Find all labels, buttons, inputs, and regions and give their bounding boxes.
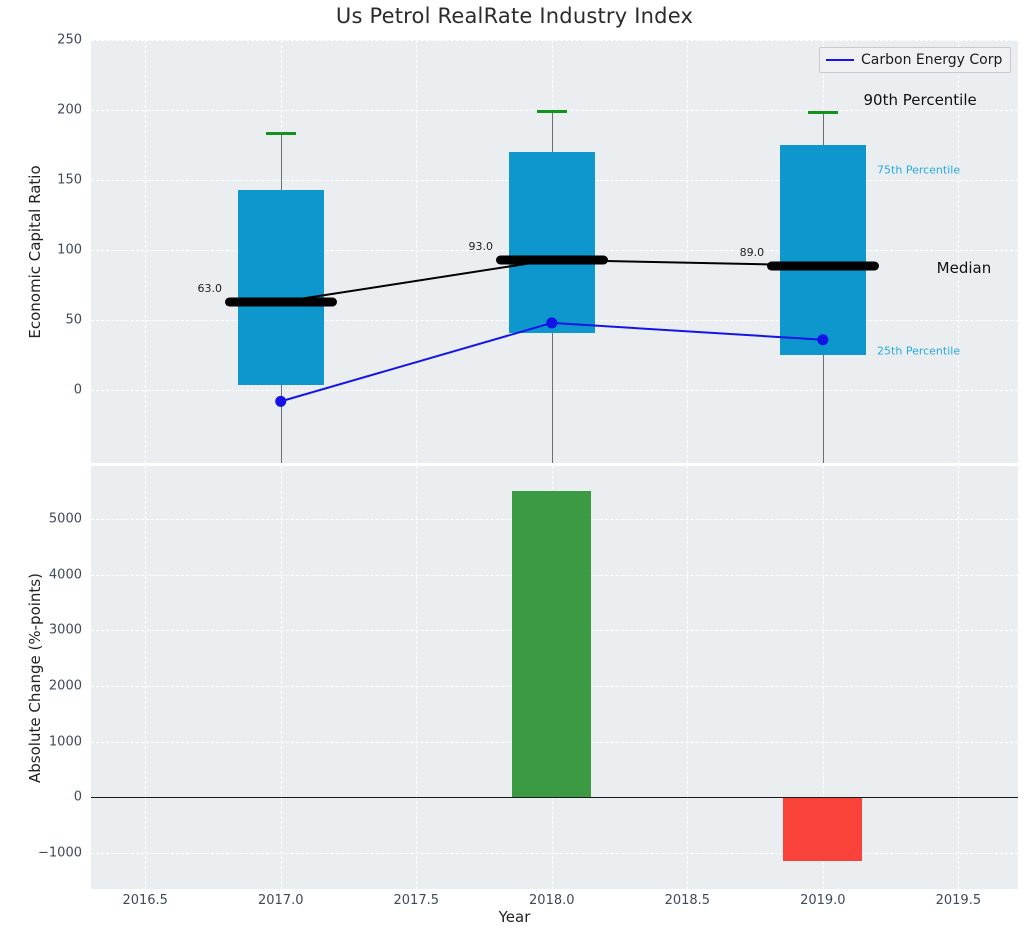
legend-label-carbon-energy-corp: Carbon Energy Corp [861,52,1003,68]
bar-2018[interactable] [512,491,592,798]
median-value-label: 89.0 [739,245,765,259]
chart-title: Us Petrol RealRate Industry Index [335,4,694,28]
series-line-carbon-energy-corp[interactable] [280,321,823,403]
gridline-vertical [687,40,689,463]
median-trend-line [280,258,823,303]
box-iqr [779,145,866,356]
gridline-vertical [416,466,418,889]
gridline-vertical [822,466,824,889]
y-tick-label-top: 100 [57,242,82,258]
annotation-90th-percentile: 90th Percentile [863,91,977,110]
y-tick-label-bottom: 1000 [48,734,82,749]
box-iqr [237,189,324,385]
gridline-vertical [416,40,418,463]
gridline-vertical [145,466,147,889]
x-axis-label: Year [498,908,531,926]
gridline-vertical [145,40,147,463]
series-marker[interactable] [275,395,287,407]
percentile-90-cap [536,110,567,114]
x-tick-label: 2017.5 [393,893,440,908]
gridline-vertical [958,466,960,889]
median-bar [224,297,337,307]
annotation-75th-percentile: 75th Percentile [877,163,961,177]
legend[interactable]: Carbon Energy Corp [819,47,1012,73]
series-marker[interactable] [546,317,558,329]
x-tick-label: 2016.5 [122,893,168,908]
gridline-horizontal [91,852,1018,854]
bar-2019[interactable] [783,797,863,862]
annotation-median: Median [936,259,992,278]
y-tick-label-bottom: 0 [73,789,82,805]
gridline-vertical [280,466,282,889]
percentile-90-cap [265,132,296,136]
y-tick-label-bottom: 4000 [48,567,82,583]
box-iqr [508,152,595,333]
y-tick-label-top: 0 [73,382,82,398]
series-marker[interactable] [817,334,829,346]
percentile-90-cap [807,111,838,115]
annotation-25th-percentile: 25th Percentile [877,344,961,358]
x-tick-label: 2018.0 [529,893,575,908]
gridline-horizontal [91,40,1018,41]
y-tick-label-bottom: −1000 [38,845,82,861]
gridline-horizontal [91,390,1018,392]
zero-baseline-overlay [91,797,1018,799]
y-tick-label-bottom: 5000 [48,511,82,527]
x-tick-label: 2017.0 [257,893,304,908]
median-value-label: 93.0 [468,239,494,253]
y-tick-label-bottom: 2000 [48,678,82,694]
gridline-vertical [958,40,960,463]
x-tick-label: 2018.5 [664,893,711,908]
legend-line-icon [826,59,854,61]
x-tick-label: 2019.0 [800,893,846,908]
y-tick-label-top: 250 [57,32,82,48]
y-tick-label-top: 200 [57,102,82,118]
y-tick-label-top: 150 [57,172,82,188]
median-value-label: 63.0 [197,281,222,295]
x-tick-label: 2019.5 [935,893,982,908]
y-tick-label-top: 50 [65,312,82,328]
y-tick-label-bottom: 3000 [48,622,82,638]
gridline-vertical [687,466,689,889]
